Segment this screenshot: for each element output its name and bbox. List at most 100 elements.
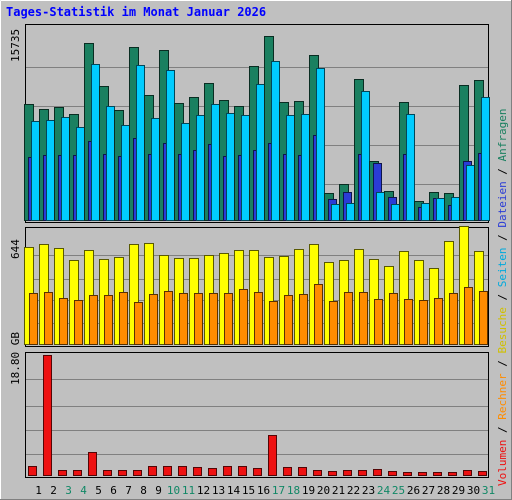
x-axis-labels: 1 2 3 4 5 6 7 8 9 10 11 12 13 14 15 16 17 18 19 20 21 22 23 24 2…: [35, 484, 495, 497]
bar-seiten-day-8: [136, 65, 145, 221]
x-tick-label: 27: [422, 484, 435, 497]
x-tick-label: 29: [452, 484, 465, 497]
x-tick-label: 13: [212, 484, 225, 497]
x-tick-label: 25: [392, 484, 405, 497]
bar-seiten-day-21: [331, 204, 340, 221]
bar-volumen-day-18: [283, 467, 292, 476]
bar-seiten-day-23: [361, 91, 370, 221]
bar-volumen-day-4: [73, 470, 82, 476]
x-tick-label: 2: [50, 484, 57, 497]
bar-rechner-day-26: [404, 299, 413, 345]
panel-border: [25, 352, 489, 478]
bar-seiten-day-15: [241, 115, 250, 221]
bar-rechner-day-10: [164, 291, 173, 345]
x-tick-label: 28: [437, 484, 450, 497]
bar-rechner-day-14: [224, 293, 233, 345]
bar-seiten-day-22: [346, 203, 355, 221]
bar-rechner-day-25: [389, 293, 398, 345]
bar-rechner-day-12: [194, 293, 203, 345]
bar-rechner-day-23: [359, 292, 368, 345]
bar-volumen-day-30: [463, 470, 472, 476]
bar-seiten-day-3: [61, 117, 70, 221]
bar-volumen-day-17: [268, 435, 277, 476]
bar-volumen-day-14: [223, 466, 232, 476]
x-tick-label: 15: [242, 484, 255, 497]
bar-volumen-day-9: [148, 466, 157, 476]
x-tick-label: 31: [482, 484, 495, 497]
bar-seiten-day-5: [91, 64, 100, 221]
bar-volumen-day-11: [178, 466, 187, 476]
bar-volumen-day-13: [208, 468, 217, 476]
bar-seiten-day-16: [256, 84, 265, 221]
x-tick-label: 8: [140, 484, 147, 497]
legend-item-besuche: Besuche: [496, 307, 509, 353]
y-axis-max-label: 15735: [9, 29, 22, 62]
bar-rechner-day-22: [344, 292, 353, 345]
bar-volumen-day-25: [388, 471, 397, 476]
legend: Volumen / Rechner / Besuche / Seiten / D…: [496, 108, 509, 486]
bar-rechner-day-27: [419, 300, 428, 345]
x-tick-label: 18: [287, 484, 300, 497]
bar-volumen-day-24: [373, 469, 382, 476]
x-tick-label: 22: [347, 484, 360, 497]
x-tick-label: 30: [467, 484, 480, 497]
bar-volumen-day-16: [253, 468, 262, 476]
bar-seiten-day-2: [46, 120, 55, 221]
bar-rechner-day-21: [329, 301, 338, 345]
legend-item-rechner: Rechner: [496, 373, 509, 420]
x-tick-label: 9: [155, 484, 162, 497]
bar-rechner-day-13: [209, 293, 218, 345]
bar-seiten-day-1: [31, 121, 40, 221]
x-tick-label: 4: [80, 484, 87, 497]
x-tick-label: 5: [95, 484, 102, 497]
bar-volumen-day-3: [58, 470, 67, 476]
legend-item-seiten: Seiten: [496, 248, 509, 288]
x-tick-label: 17: [272, 484, 285, 497]
bar-seiten-day-19: [301, 114, 310, 221]
bar-volumen-day-7: [118, 470, 127, 476]
bar-seiten-day-12: [196, 115, 205, 221]
bar-volumen-day-19: [298, 467, 307, 476]
bar-rechner-day-17: [269, 301, 278, 345]
bar-rechner-day-8: [134, 302, 143, 345]
bar-rechner-day-16: [254, 292, 263, 345]
x-tick-label: 24: [377, 484, 391, 497]
bar-volumen-day-22: [343, 470, 352, 476]
bar-seiten-day-25: [391, 204, 400, 221]
bar-rechner-day-7: [119, 292, 128, 345]
x-tick-label: 1: [35, 484, 42, 497]
x-tick-label: 10: [167, 484, 180, 497]
y-axis-max-label: 644: [9, 239, 22, 259]
bar-seiten-day-29: [451, 197, 460, 221]
bar-rechner-day-15: [239, 289, 248, 345]
bar-volumen-day-31: [478, 471, 487, 476]
bar-seiten-day-18: [286, 115, 295, 221]
x-tick-label: 14: [227, 484, 241, 497]
bar-volumen-day-15: [238, 466, 247, 476]
bar-volumen-day-27: [418, 472, 427, 476]
bar-volumen-day-26: [403, 472, 412, 476]
legend-separator: /: [496, 287, 509, 307]
bar-seiten-day-26: [406, 114, 415, 221]
bar-rechner-day-18: [284, 295, 293, 345]
legend-separator: /: [496, 161, 509, 181]
chart-panels: 15735 644 18.80 GB: [9, 24, 490, 478]
x-tick-label: 21: [332, 484, 345, 497]
bar-seiten-day-27: [421, 203, 430, 221]
bar-volumen-day-8: [133, 470, 142, 476]
bar-volumen-day-5: [88, 452, 97, 476]
bar-seiten-day-6: [106, 106, 115, 221]
x-tick-label: 23: [362, 484, 375, 497]
x-tick-label: 16: [257, 484, 270, 497]
legend-item-anfragen: Anfragen: [496, 108, 509, 161]
bar-rechner-day-24: [374, 299, 383, 345]
x-tick-label: 3: [65, 484, 72, 497]
legend-item-volumen: Volumen: [496, 440, 509, 486]
bar-rechner-day-5: [89, 295, 98, 345]
x-tick-label: 12: [197, 484, 210, 497]
bar-rechner-day-28: [434, 298, 443, 345]
bar-seiten-day-7: [121, 125, 130, 221]
bar-rechner-day-11: [179, 293, 188, 345]
bar-seiten-day-13: [211, 104, 220, 221]
